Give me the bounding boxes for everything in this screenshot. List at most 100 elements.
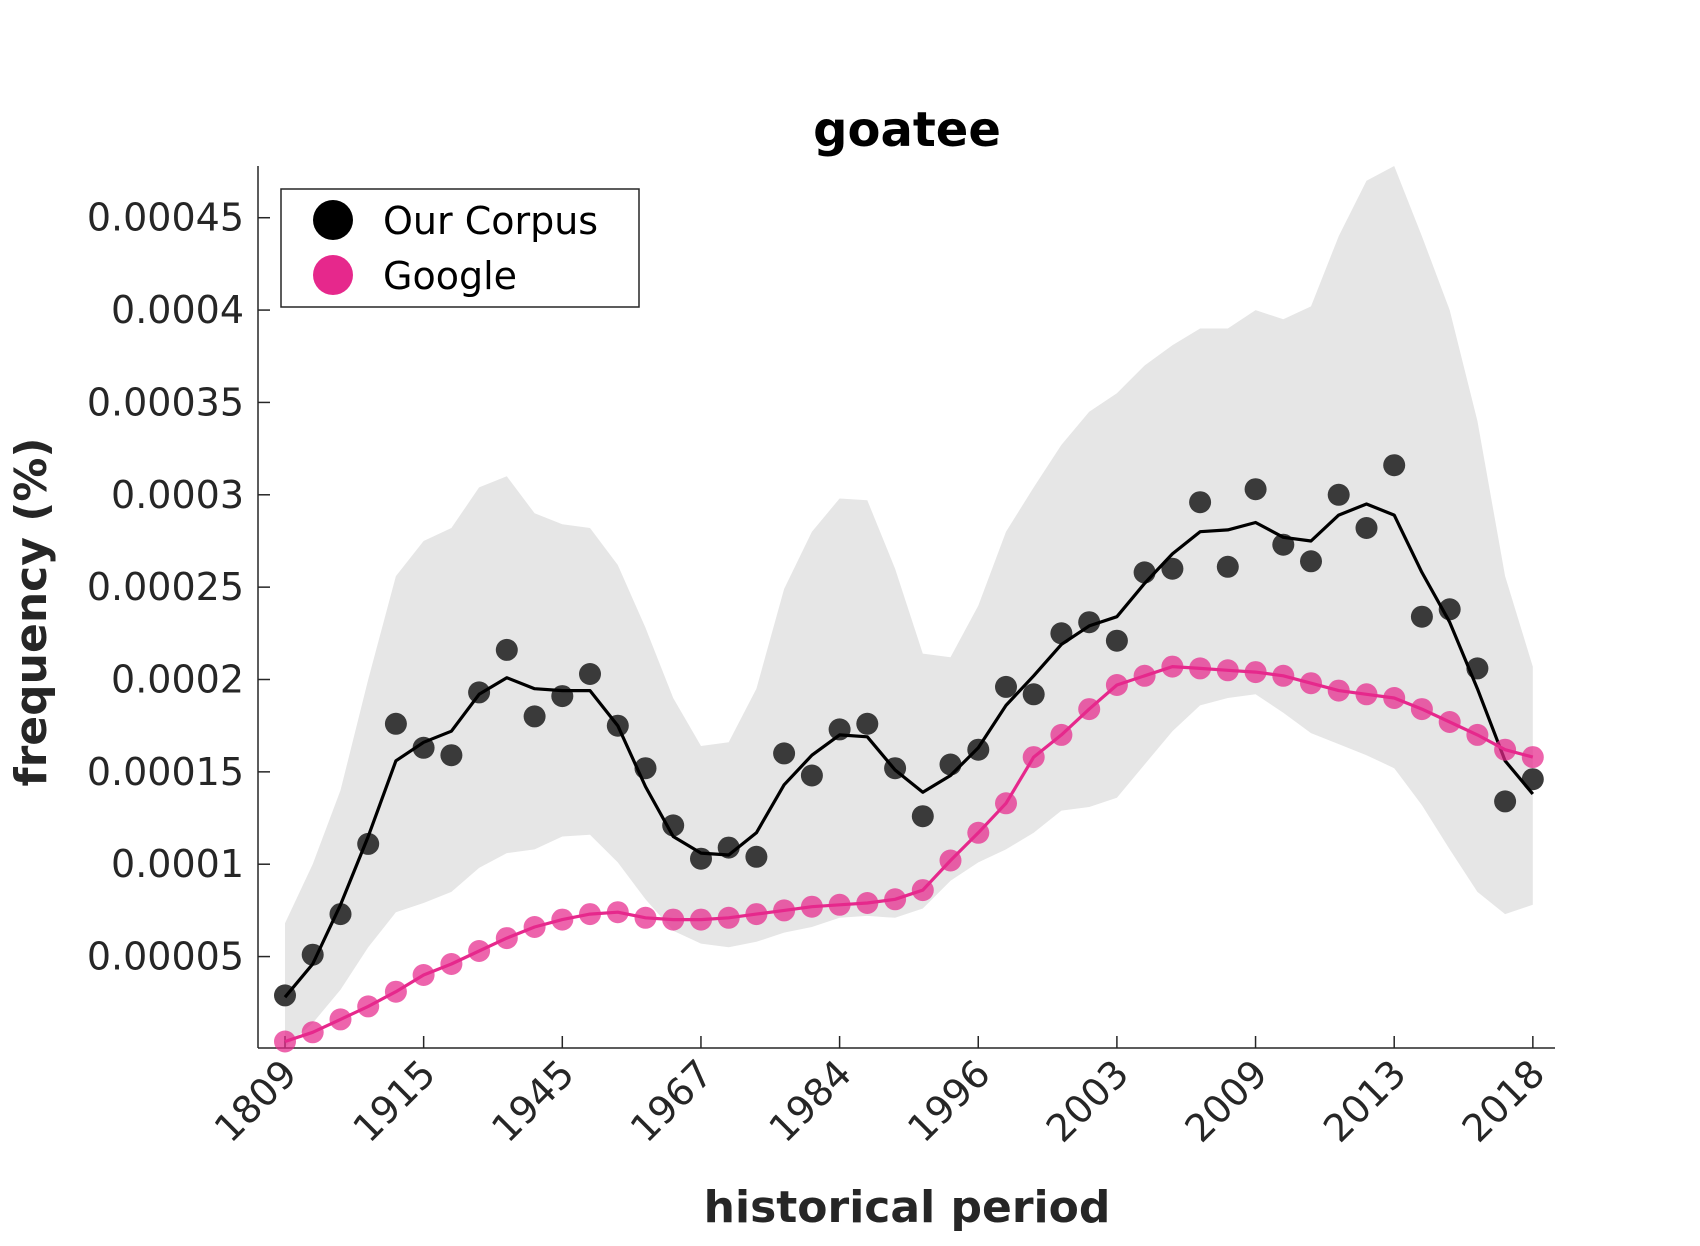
y-axis-label: frequency (%) <box>6 437 57 786</box>
google-point <box>1327 679 1350 702</box>
corpus-point <box>1244 478 1267 501</box>
google-point <box>1216 659 1239 682</box>
legend-label-our-corpus: Our Corpus <box>383 199 598 243</box>
google-point <box>551 908 574 931</box>
legend: Our Corpus Google <box>280 188 640 308</box>
google-point <box>1272 664 1295 687</box>
google-point <box>745 903 768 926</box>
y-tick-label: 0.00035 <box>87 380 244 424</box>
corpus-point <box>662 814 685 837</box>
google-point <box>967 821 990 844</box>
google-point <box>1383 687 1406 709</box>
confidence-band-layer <box>285 166 1533 1048</box>
google-point <box>828 893 851 916</box>
google-point <box>1355 683 1378 706</box>
corpus-point <box>1133 561 1156 584</box>
google-point <box>579 903 601 926</box>
google-line <box>284 664 1534 1044</box>
google-point <box>884 888 907 911</box>
corpus-point <box>495 638 518 661</box>
corpus-point <box>745 845 768 868</box>
corpus-point <box>1300 550 1322 573</box>
google-point <box>606 901 629 924</box>
google-point <box>856 892 879 914</box>
corpus-point <box>828 718 851 741</box>
google-point <box>274 1030 296 1053</box>
legend-label-google: Google <box>383 254 517 298</box>
confidence-band <box>285 166 1533 1048</box>
corpus-point <box>1216 555 1239 578</box>
corpus-point <box>1355 517 1378 539</box>
google-point <box>495 927 518 950</box>
corpus-point <box>579 663 601 685</box>
google-point <box>1410 698 1433 721</box>
google-point <box>468 940 491 962</box>
corpus-point <box>440 744 463 767</box>
google-point <box>800 895 823 918</box>
google-point <box>1466 723 1489 746</box>
series-google <box>274 655 1544 1053</box>
google-point <box>995 792 1017 815</box>
corpus-point <box>551 685 574 708</box>
google-point <box>1300 672 1322 695</box>
google-point <box>1438 711 1461 733</box>
google-point <box>440 953 463 975</box>
corpus-point <box>1521 768 1544 791</box>
corpus-point <box>1189 491 1212 514</box>
x-axis-label: historical period <box>704 1182 1111 1233</box>
google-point <box>1133 664 1156 687</box>
y-tick-label: 0.0003 <box>111 473 244 517</box>
y-tick-label: 0.00045 <box>87 196 244 240</box>
google-point <box>1078 698 1101 721</box>
google-point <box>939 849 962 872</box>
corpus-point <box>939 753 962 776</box>
y-tick-label: 0.00025 <box>87 565 244 609</box>
google-point <box>1521 746 1544 769</box>
corpus-point <box>1105 629 1128 652</box>
corpus-trend-line <box>283 502 1535 999</box>
legend-marker-our-corpus <box>313 200 353 240</box>
google-point <box>1494 738 1517 761</box>
google-point <box>329 1008 352 1031</box>
corpus-point <box>1383 454 1406 477</box>
google-point <box>662 908 685 931</box>
google-point <box>1105 674 1128 696</box>
corpus-point <box>690 847 712 870</box>
corpus-point <box>995 675 1017 698</box>
google-point <box>357 995 380 1018</box>
series-our-corpus <box>274 454 1544 1007</box>
y-tick-label: 0.0002 <box>111 657 244 701</box>
google-point <box>773 899 796 922</box>
corpus-point <box>523 705 546 728</box>
google-point <box>911 879 934 902</box>
corpus-point <box>773 742 796 765</box>
chart-title: goatee <box>813 102 1001 158</box>
google-point <box>690 908 712 931</box>
google-point <box>412 964 435 986</box>
google-point <box>301 1021 324 1044</box>
corpus-point <box>412 736 435 759</box>
corpus-point <box>1327 483 1350 506</box>
google-point <box>384 980 407 1003</box>
y-tick-label: 0.0004 <box>111 288 244 332</box>
corpus-point <box>856 712 879 735</box>
google-point <box>523 916 546 938</box>
corpus-point <box>1161 557 1184 580</box>
corpus-point <box>1022 683 1045 706</box>
corpus-point <box>468 681 491 704</box>
corpus-point <box>1494 790 1517 813</box>
corpus-point <box>1410 605 1433 628</box>
corpus-point <box>911 805 934 828</box>
y-tick-label: 0.0001 <box>111 842 244 886</box>
corpus-point <box>800 764 823 787</box>
google-point <box>1189 657 1212 680</box>
google-point <box>1022 746 1045 769</box>
google-point <box>1244 661 1267 684</box>
google-point <box>634 906 657 929</box>
legend-marker-google <box>313 255 353 295</box>
y-tick-label: 0.00015 <box>87 750 244 794</box>
google-point <box>1161 655 1184 678</box>
google-point <box>1050 723 1073 746</box>
y-tick-label: 0.00005 <box>87 935 244 979</box>
